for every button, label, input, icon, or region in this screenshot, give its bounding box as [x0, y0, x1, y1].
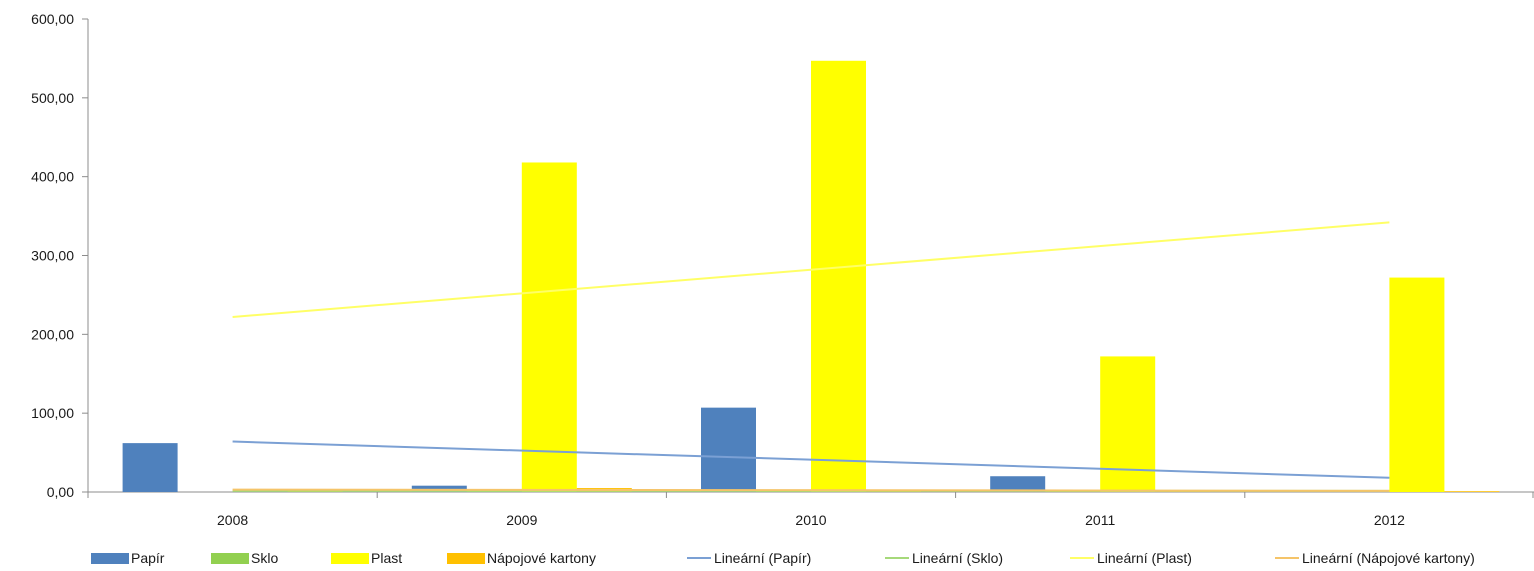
bar-papir-2010 — [701, 407, 756, 492]
trendline-plast — [232, 221, 1390, 318]
bar-papir-2011 — [990, 476, 1046, 492]
bar-plast-2011 — [1100, 356, 1156, 492]
legend-label-linearni-napojove-kartony: Lineární (Nápojové kartony) — [1302, 550, 1475, 566]
x-tick-label: 2009 — [506, 512, 537, 528]
bar-plast-2010 — [811, 60, 866, 492]
x-axis: 2008 2009 2010 2011 2012 — [87, 491, 1534, 528]
bars — [122, 60, 1500, 492]
legend-label-linearni-sklo: Lineární (Sklo) — [912, 550, 1003, 566]
trendline-napojove-kartony — [232, 488, 1390, 492]
legend-label-linearni-plast: Lineární (Plast) — [1097, 550, 1192, 566]
bar-plast-2009 — [521, 162, 577, 492]
y-tick-label: 200,00 — [31, 326, 74, 342]
bar-papir-2008 — [122, 443, 178, 492]
bar-plast-2012 — [1389, 277, 1445, 492]
y-axis: 0,00 100,00 200,00 300,00 400,00 500,00 600,00 — [31, 11, 89, 500]
y-tick-label: 100,00 — [31, 405, 74, 421]
x-tick-label: 2008 — [217, 512, 248, 528]
y-tick-label: 300,00 — [31, 248, 74, 264]
y-tick-label: 400,00 — [31, 169, 74, 185]
trendline-papir — [232, 440, 1390, 479]
y-tick-label: 600,00 — [31, 11, 74, 27]
legend: Papír Sklo Plast Nápojové kartony Lineární (… — [91, 550, 1475, 566]
x-tick-label: 2011 — [1085, 512, 1115, 528]
legend-swatch-napojove-kartony — [447, 553, 485, 564]
x-tick-label: 2012 — [1374, 512, 1405, 528]
y-tick-label: 0,00 — [47, 484, 74, 500]
trendlines — [232, 221, 1390, 492]
legend-label-plast: Plast — [371, 550, 402, 566]
y-tick-label: 500,00 — [31, 90, 74, 106]
x-tick-label: 2010 — [795, 512, 826, 528]
legend-label-napojove-kartony: Nápojové kartony — [487, 550, 596, 566]
legend-swatch-plast — [331, 553, 369, 564]
legend-swatch-sklo — [211, 553, 249, 564]
legend-label-papir: Papír — [131, 550, 165, 566]
legend-label-sklo: Sklo — [251, 550, 278, 566]
legend-label-linearni-papir: Lineární (Papír) — [714, 550, 811, 566]
legend-swatch-papir — [91, 553, 129, 564]
bar-napojove-kartony-2012 — [1444, 491, 1500, 492]
